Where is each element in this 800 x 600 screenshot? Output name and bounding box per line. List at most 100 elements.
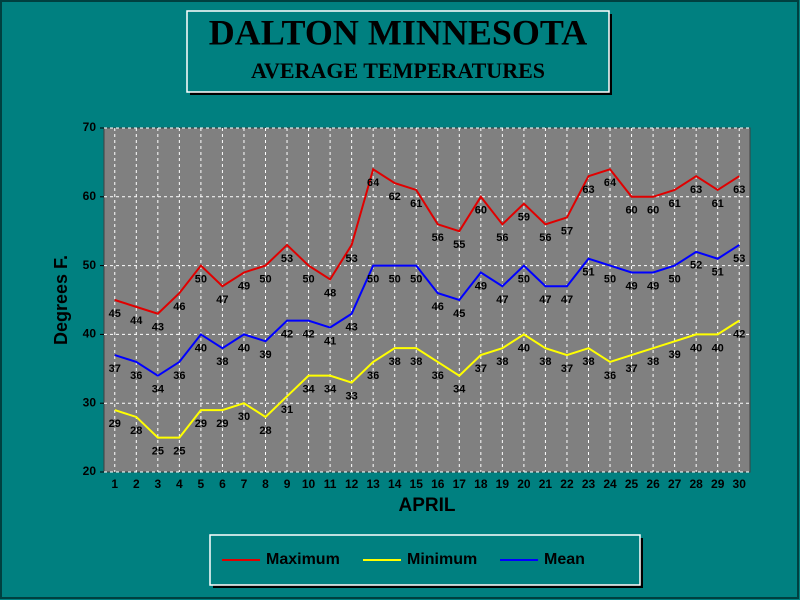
- data-label: 50: [604, 274, 616, 286]
- data-label: 59: [518, 212, 530, 224]
- x-tick-label: 15: [410, 477, 424, 491]
- data-label: 49: [475, 280, 487, 292]
- y-tick-label: 50: [83, 258, 97, 272]
- data-label: 36: [130, 370, 142, 382]
- data-label: 29: [109, 418, 121, 430]
- data-label: 25: [173, 446, 185, 458]
- data-label: 28: [259, 425, 271, 437]
- data-label: 52: [690, 260, 702, 272]
- data-label: 38: [539, 356, 551, 368]
- x-tick-label: 1: [111, 477, 118, 491]
- data-label: 53: [281, 253, 293, 265]
- x-tick-label: 2: [133, 477, 140, 491]
- data-label: 61: [669, 198, 681, 210]
- data-label: 38: [216, 356, 228, 368]
- data-label: 49: [647, 280, 659, 292]
- data-label: 63: [733, 184, 745, 196]
- data-label: 36: [604, 370, 616, 382]
- data-label: 50: [518, 274, 530, 286]
- data-label: 37: [109, 363, 121, 375]
- data-label: 63: [582, 184, 594, 196]
- x-tick-label: 7: [241, 477, 248, 491]
- x-tick-label: 27: [668, 477, 682, 491]
- x-tick-label: 30: [733, 477, 747, 491]
- data-label: 60: [475, 205, 487, 217]
- legend: [209, 534, 641, 586]
- data-label: 56: [539, 232, 551, 244]
- data-label: 42: [302, 329, 314, 341]
- data-label: 42: [281, 329, 293, 341]
- y-tick-label: 40: [83, 327, 97, 341]
- data-label: 47: [496, 294, 508, 306]
- data-label: 38: [647, 356, 659, 368]
- data-label: 50: [195, 274, 207, 286]
- data-label: 50: [410, 274, 422, 286]
- data-label: 57: [561, 225, 573, 237]
- data-label: 46: [173, 301, 185, 313]
- x-tick-label: 8: [262, 477, 269, 491]
- x-tick-label: 16: [431, 477, 445, 491]
- data-label: 53: [346, 253, 358, 265]
- legend-label: Maximum: [266, 551, 340, 568]
- data-label: 36: [367, 370, 379, 382]
- data-label: 63: [690, 184, 702, 196]
- data-label: 47: [539, 294, 551, 306]
- data-label: 53: [733, 253, 745, 265]
- data-label: 37: [561, 363, 573, 375]
- data-label: 61: [410, 198, 422, 210]
- data-label: 64: [367, 177, 380, 189]
- data-label: 50: [389, 274, 401, 286]
- data-label: 34: [324, 384, 337, 396]
- data-label: 44: [130, 315, 143, 327]
- data-label: 34: [453, 384, 466, 396]
- data-label: 38: [582, 356, 594, 368]
- data-label: 51: [582, 267, 594, 279]
- y-axis-label: Degrees F.: [51, 255, 71, 345]
- x-tick-label: 29: [711, 477, 725, 491]
- y-tick-label: 60: [83, 189, 97, 203]
- series-line: [114, 319, 740, 439]
- data-label: 37: [475, 363, 487, 375]
- data-label: 40: [195, 342, 207, 354]
- data-label: 40: [690, 342, 702, 354]
- data-label: 38: [389, 356, 401, 368]
- data-label: 36: [173, 370, 185, 382]
- x-tick-label: 3: [154, 477, 161, 491]
- data-label: 34: [152, 384, 165, 396]
- data-label: 51: [712, 267, 724, 279]
- data-label: 50: [302, 274, 314, 286]
- data-label: 47: [216, 294, 228, 306]
- data-label: 34: [302, 384, 315, 396]
- data-label: 45: [453, 308, 465, 320]
- y-tick-label: 20: [83, 464, 97, 478]
- x-tick-label: 17: [453, 477, 467, 491]
- x-tick-label: 18: [474, 477, 488, 491]
- data-label: 49: [238, 280, 250, 292]
- y-tick-label: 70: [83, 120, 97, 134]
- x-tick-label: 22: [560, 477, 574, 491]
- data-label: 39: [669, 349, 681, 361]
- data-label: 61: [712, 198, 724, 210]
- x-tick-label: 14: [388, 477, 402, 491]
- data-label: 38: [496, 356, 508, 368]
- data-label: 30: [238, 411, 250, 423]
- x-tick-label: 6: [219, 477, 226, 491]
- y-tick-label: 30: [83, 395, 97, 409]
- x-tick-label: 20: [517, 477, 531, 491]
- x-tick-label: 5: [198, 477, 205, 491]
- data-label: 50: [259, 274, 271, 286]
- data-label: 40: [238, 342, 250, 354]
- legend-label: Minimum: [407, 551, 477, 568]
- x-tick-label: 28: [689, 477, 703, 491]
- data-label: 33: [346, 390, 358, 402]
- data-label: 56: [432, 232, 444, 244]
- x-tick-label: 19: [496, 477, 510, 491]
- x-tick-label: 12: [345, 477, 359, 491]
- data-label: 50: [669, 274, 681, 286]
- data-label: 47: [561, 294, 573, 306]
- x-axis-label: APRIL: [399, 495, 456, 516]
- data-label: 56: [496, 232, 508, 244]
- data-label: 50: [367, 274, 379, 286]
- x-tick-label: 11: [324, 477, 337, 491]
